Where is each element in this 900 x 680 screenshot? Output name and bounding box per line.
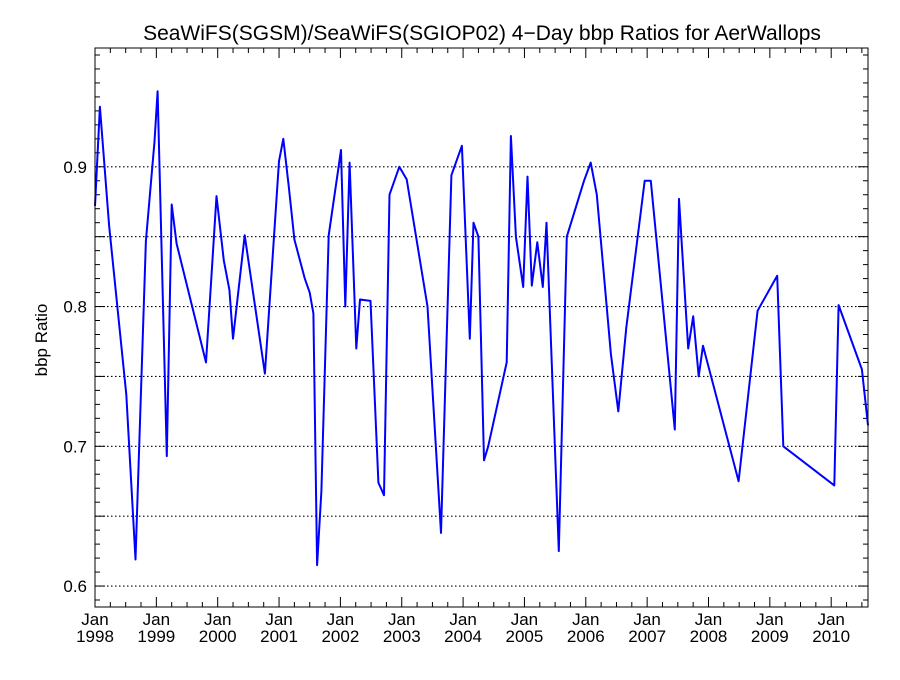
plot-frame — [94, 47, 869, 608]
x-tick-year-label: 2007 — [628, 627, 666, 646]
x-tick-year-label: 2000 — [199, 627, 237, 646]
y-axis-label: bbp Ratio — [32, 304, 51, 377]
x-tick-year-label: 2006 — [567, 627, 605, 646]
axis-ticks — [94, 48, 868, 607]
y-tick-label: 0.7 — [63, 437, 87, 456]
x-tick-year-label: 2005 — [506, 627, 544, 646]
gridlines — [95, 166, 868, 587]
x-tick-month-label: Jan — [265, 610, 292, 629]
x-tick-month-label: Jan — [817, 610, 844, 629]
x-tick-month-label: Jan — [572, 610, 599, 629]
x-tick-month-label: Jan — [756, 610, 783, 629]
y-tick-label: 0.6 — [63, 577, 87, 596]
x-tick-year-label: 2003 — [383, 627, 421, 646]
y-tick-label: 0.9 — [63, 158, 87, 177]
x-tick-year-label: 2004 — [444, 627, 482, 646]
series-line — [94, 90, 869, 567]
x-tick-month-label: Jan — [695, 610, 722, 629]
x-tick-month-label: Jan — [204, 610, 231, 629]
x-tick-month-label: Jan — [143, 610, 170, 629]
series-layer — [94, 90, 869, 567]
x-tick-year-label: 2008 — [690, 627, 728, 646]
x-tick-month-label: Jan — [449, 610, 476, 629]
y-tick-label: 0.8 — [63, 298, 87, 317]
tick-labels: 0.60.70.80.9Jan1998Jan1999Jan2000Jan2001… — [63, 158, 850, 646]
x-tick-year-label: 2001 — [260, 627, 298, 646]
x-tick-month-label: Jan — [633, 610, 660, 629]
x-tick-month-label: Jan — [511, 610, 538, 629]
x-tick-year-label: 1999 — [137, 627, 175, 646]
x-tick-year-label: 2009 — [751, 627, 789, 646]
x-tick-year-label: 1998 — [76, 627, 114, 646]
chart-title: SeaWiFS(SGSM)/SeaWiFS(SGIOP02) 4−Day bbp… — [143, 22, 821, 45]
x-tick-month-label: Jan — [81, 610, 108, 629]
x-tick-month-label: Jan — [327, 610, 354, 629]
x-tick-year-label: 2010 — [812, 627, 850, 646]
x-tick-month-label: Jan — [388, 610, 415, 629]
x-tick-year-label: 2002 — [321, 627, 359, 646]
